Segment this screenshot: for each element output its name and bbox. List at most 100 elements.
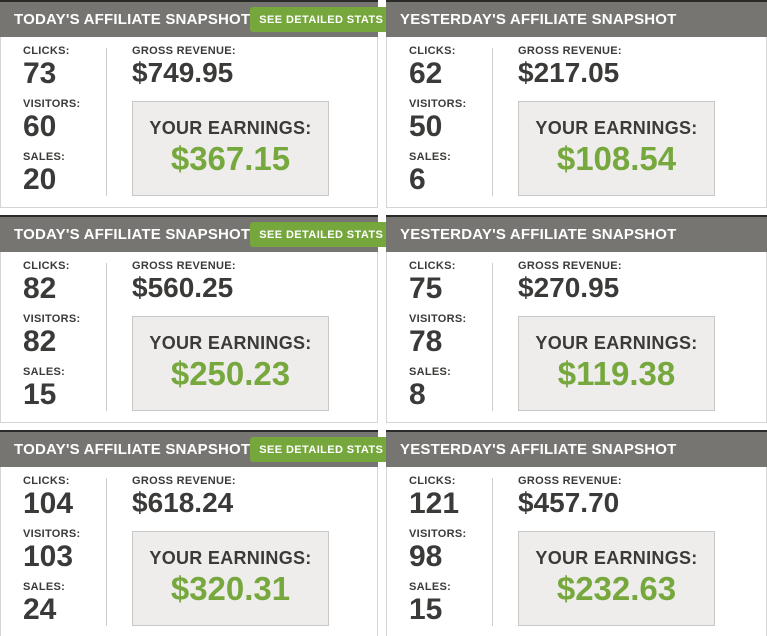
sales-label: SALES: xyxy=(23,366,66,378)
clicks-label: CLICKS: xyxy=(409,45,456,57)
affiliate-snapshot-panel: TODAY'S AFFILIATE SNAPSHOT SEE DETAILED … xyxy=(0,430,415,636)
your-earnings-label: YOUR EARNINGS: xyxy=(149,118,312,138)
gross-revenue-label: GROSS REVENUE: xyxy=(132,45,236,57)
gross-revenue-value: $618.24 xyxy=(132,487,234,518)
affiliate-snapshot-panel: YESTERDAY'S AFFILIATE SNAPSHOT CLICKS: 6… xyxy=(386,0,767,208)
affiliate-snapshot-panel: TODAY'S AFFILIATE SNAPSHOT SEE DETAILED … xyxy=(0,0,415,208)
sales-value: 8 xyxy=(409,378,426,411)
your-earnings-label: YOUR EARNINGS: xyxy=(535,118,698,138)
sales-value: 20 xyxy=(23,163,57,196)
visitors-value: 50 xyxy=(409,110,443,143)
revenue-column: GROSS REVENUE: $270.95 YOUR EARNINGS: $1… xyxy=(493,252,766,422)
your-earnings-value: $232.63 xyxy=(556,570,677,607)
vertical-divider xyxy=(492,263,493,411)
panel-body: CLICKS: 62 VISITORS: 50 SALES: 6 GROSS R… xyxy=(386,37,767,208)
sales-label: SALES: xyxy=(409,151,452,163)
panel-header: TODAY'S AFFILIATE SNAPSHOT SEE DETAILED … xyxy=(0,215,415,252)
your-earnings-box: YOUR EARNINGS: $119.38 xyxy=(518,316,715,411)
vertical-divider xyxy=(492,48,493,196)
clicks-value: 62 xyxy=(409,57,443,90)
gross-revenue-value: $749.95 xyxy=(132,57,234,88)
affiliate-snapshot-panel: YESTERDAY'S AFFILIATE SNAPSHOT CLICKS: 7… xyxy=(386,215,767,423)
stats-column: CLICKS: 62 VISITORS: 50 SALES: 6 xyxy=(387,37,492,207)
panel-title: TODAY'S AFFILIATE SNAPSHOT xyxy=(14,11,251,28)
stats-column: CLICKS: 121 VISITORS: 98 SALES: 15 xyxy=(387,467,492,636)
your-earnings-value: $367.15 xyxy=(170,140,291,177)
visitors-label: VISITORS: xyxy=(23,528,81,540)
your-earnings-value: $320.31 xyxy=(170,570,291,607)
panel-body: CLICKS: 82 VISITORS: 82 SALES: 15 GROSS … xyxy=(0,252,378,423)
clicks-label: CLICKS: xyxy=(409,260,456,272)
clicks-value: 73 xyxy=(23,57,57,90)
sales-label: SALES: xyxy=(23,151,66,163)
gross-revenue-label: GROSS REVENUE: xyxy=(518,475,622,487)
visitors-value: 78 xyxy=(409,325,443,358)
your-earnings-box: YOUR EARNINGS: $108.54 xyxy=(518,101,715,196)
your-earnings-label: YOUR EARNINGS: xyxy=(149,333,312,353)
panel-body: CLICKS: 121 VISITORS: 98 SALES: 15 GROSS… xyxy=(386,467,767,636)
revenue-column: GROSS REVENUE: $217.05 YOUR EARNINGS: $1… xyxy=(493,37,766,207)
revenue-column: GROSS REVENUE: $618.24 YOUR EARNINGS: $3… xyxy=(107,467,377,636)
clicks-label: CLICKS: xyxy=(23,475,70,487)
see-detailed-stats-label: SEE DETAILED STATS xyxy=(259,443,384,456)
sales-value: 24 xyxy=(23,593,57,626)
clicks-value: 104 xyxy=(23,487,74,520)
panel-header: TODAY'S AFFILIATE SNAPSHOT SEE DETAILED … xyxy=(0,0,415,37)
your-earnings-value: $119.38 xyxy=(557,355,676,392)
sales-label: SALES: xyxy=(409,366,452,378)
sales-value: 15 xyxy=(409,593,443,626)
panel-body: CLICKS: 75 VISITORS: 78 SALES: 8 GROSS R… xyxy=(386,252,767,423)
clicks-value: 121 xyxy=(409,487,460,520)
panel-header: YESTERDAY'S AFFILIATE SNAPSHOT xyxy=(386,430,767,467)
panel-title: TODAY'S AFFILIATE SNAPSHOT xyxy=(14,441,251,458)
your-earnings-box: YOUR EARNINGS: $250.23 xyxy=(132,316,329,411)
clicks-label: CLICKS: xyxy=(23,45,70,57)
visitors-label: VISITORS: xyxy=(23,98,81,110)
stats-column: CLICKS: 73 VISITORS: 60 SALES: 20 xyxy=(1,37,106,207)
your-earnings-label: YOUR EARNINGS: xyxy=(149,548,312,568)
your-earnings-box: YOUR EARNINGS: $320.31 xyxy=(132,531,329,626)
panel-title: YESTERDAY'S AFFILIATE SNAPSHOT xyxy=(400,226,677,243)
panel-title: YESTERDAY'S AFFILIATE SNAPSHOT xyxy=(400,441,677,458)
visitors-value: 98 xyxy=(409,540,443,573)
gross-revenue-label: GROSS REVENUE: xyxy=(518,260,622,272)
visitors-label: VISITORS: xyxy=(23,313,81,325)
visitors-value: 60 xyxy=(23,110,57,143)
your-earnings-box: YOUR EARNINGS: $367.15 xyxy=(132,101,329,196)
revenue-column: GROSS REVENUE: $749.95 YOUR EARNINGS: $3… xyxy=(107,37,377,207)
visitors-label: VISITORS: xyxy=(409,313,467,325)
your-earnings-value: $250.23 xyxy=(170,355,291,392)
gross-revenue-value: $560.25 xyxy=(132,272,234,303)
gross-revenue-label: GROSS REVENUE: xyxy=(132,260,236,272)
gross-revenue-value: $270.95 xyxy=(518,272,620,303)
panel-body: CLICKS: 73 VISITORS: 60 SALES: 20 GROSS … xyxy=(0,37,378,208)
stats-column: CLICKS: 75 VISITORS: 78 SALES: 8 xyxy=(387,252,492,422)
clicks-value: 75 xyxy=(409,272,443,305)
vertical-divider xyxy=(106,263,107,411)
sales-label: SALES: xyxy=(23,581,66,593)
panel-title: TODAY'S AFFILIATE SNAPSHOT xyxy=(14,226,251,243)
visitors-label: VISITORS: xyxy=(409,528,467,540)
sales-label: SALES: xyxy=(409,581,452,593)
visitors-value: 103 xyxy=(23,540,74,573)
panel-header: YESTERDAY'S AFFILIATE SNAPSHOT xyxy=(386,215,767,252)
your-earnings-value: $108.54 xyxy=(556,140,677,177)
your-earnings-box: YOUR EARNINGS: $232.63 xyxy=(518,531,715,626)
see-detailed-stats-label: SEE DETAILED STATS xyxy=(259,13,384,26)
vertical-divider xyxy=(492,478,493,626)
your-earnings-label: YOUR EARNINGS: xyxy=(535,548,698,568)
affiliate-snapshot-panel: YESTERDAY'S AFFILIATE SNAPSHOT CLICKS: 1… xyxy=(386,430,767,636)
revenue-column: GROSS REVENUE: $457.70 YOUR EARNINGS: $2… xyxy=(493,467,766,636)
clicks-label: CLICKS: xyxy=(23,260,70,272)
panel-title: YESTERDAY'S AFFILIATE SNAPSHOT xyxy=(400,11,677,28)
sales-value: 15 xyxy=(23,378,57,411)
gross-revenue-value: $457.70 xyxy=(518,487,620,518)
panel-body: CLICKS: 104 VISITORS: 103 SALES: 24 GROS… xyxy=(0,467,378,636)
affiliate-snapshot-panel: TODAY'S AFFILIATE SNAPSHOT SEE DETAILED … xyxy=(0,215,415,423)
see-detailed-stats-label: SEE DETAILED STATS xyxy=(259,228,384,241)
gross-revenue-label: GROSS REVENUE: xyxy=(518,45,622,57)
stats-column: CLICKS: 82 VISITORS: 82 SALES: 15 xyxy=(1,252,106,422)
vertical-divider xyxy=(106,478,107,626)
panel-header: TODAY'S AFFILIATE SNAPSHOT SEE DETAILED … xyxy=(0,430,415,467)
